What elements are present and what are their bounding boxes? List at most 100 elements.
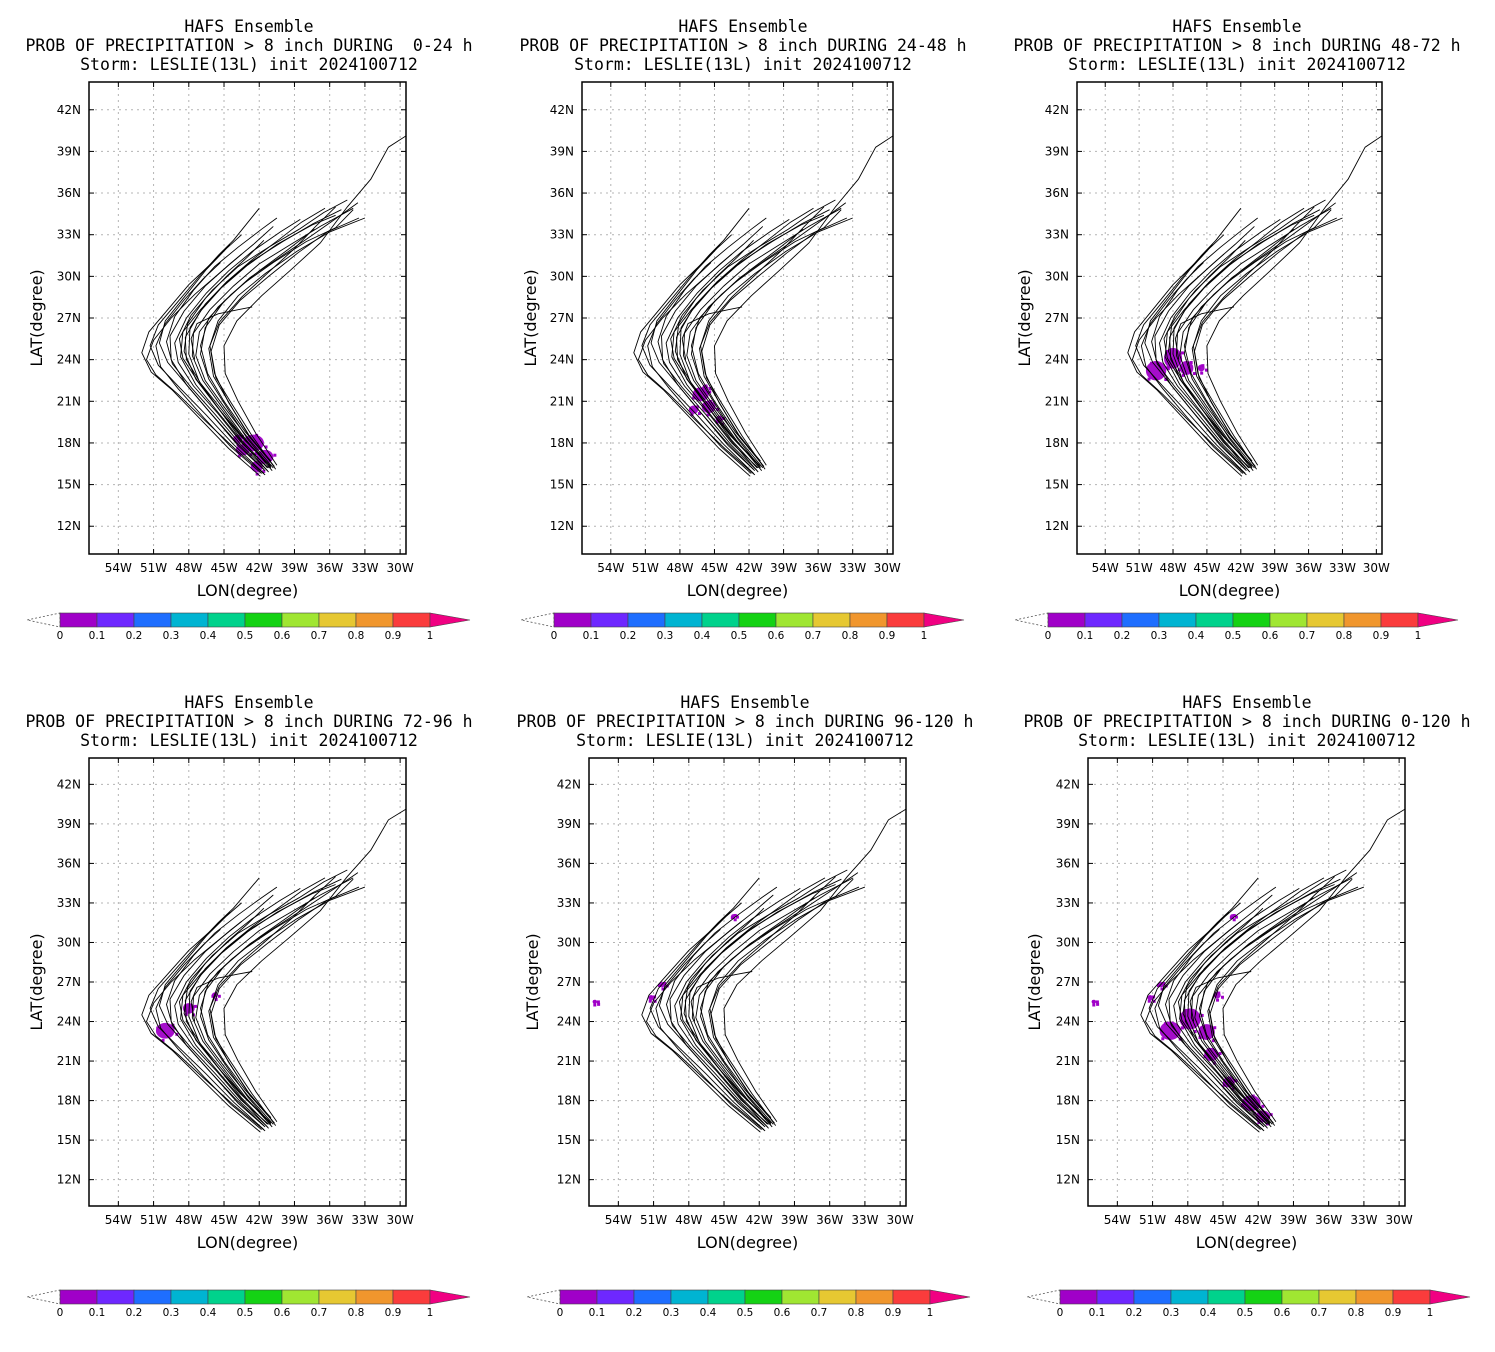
colorbar-label: 0 [551, 630, 558, 642]
panel-24-48h: HAFS Ensemble PROB OF PRECIPITATION > 8 i… [494, 0, 992, 676]
colorbar-segment [170, 612, 209, 628]
y-axis-label: LAT(degree) [27, 269, 46, 366]
prob-speck [665, 984, 669, 988]
track-line [1189, 971, 1252, 1022]
colorbar: 0 0.1 0.2 0.3 0.4 0.5 0.6 0.7 0.8 0.9 1 [26, 612, 471, 642]
x-axis-label: LON(degree) [197, 1233, 298, 1252]
panel-title3: Storm: LESLIE(13L) init 2024100712 [80, 731, 418, 750]
colorbar-label: 0.1 [89, 1307, 106, 1319]
prob-speck [237, 454, 241, 458]
track-line [166, 217, 278, 472]
x-tick-label: 51W [1126, 561, 1153, 575]
prob-speck [1164, 984, 1168, 988]
panel-title3: Storm: LESLIE(13L) init 2024100712 [1068, 55, 1406, 74]
y-tick-label: 18N [557, 1094, 581, 1108]
track-line [688, 877, 826, 1125]
panel-title1: HAFS Ensemble [184, 17, 314, 36]
colorbar-label: 0.1 [1089, 1307, 1106, 1319]
track-line [1174, 306, 1235, 360]
prob-speck [1240, 1103, 1244, 1107]
prob-blob [1179, 1008, 1201, 1030]
prob-speck [692, 396, 696, 400]
prob-speck [1193, 1029, 1197, 1033]
colorbar-label: 1 [1427, 1307, 1434, 1319]
x-tick-label: 36W [1295, 561, 1322, 575]
colorbar-segment [281, 612, 320, 628]
prob-speck [1183, 1009, 1187, 1013]
colorbar-label: 0.5 [1225, 630, 1242, 642]
track-lines [641, 808, 906, 1133]
colorbar-segment [207, 612, 246, 628]
colorbar-segment [1096, 1289, 1135, 1305]
prob-speck [1211, 1039, 1215, 1043]
track-line [1187, 877, 1325, 1125]
colorbar-label: 1 [927, 1307, 934, 1319]
prob-speck [1156, 984, 1160, 988]
colorbar-label: 0.8 [348, 1307, 365, 1319]
y-tick-label: 15N [1056, 1133, 1080, 1147]
x-tick-label: 39W [770, 561, 797, 575]
y-tick-label: 15N [57, 1133, 81, 1147]
track-line [200, 202, 359, 469]
colorbar-segment [59, 612, 98, 628]
prob-speck [1092, 1000, 1096, 1004]
prob-speck [171, 1023, 175, 1027]
prob-speck [193, 1004, 197, 1008]
prob-speck [716, 407, 720, 411]
track-line [190, 306, 253, 360]
y-tick-label: 12N [557, 1173, 581, 1187]
y-tick-label: 27N [1045, 311, 1069, 325]
y-tick-label: 24N [1045, 353, 1069, 367]
x-tick-label: 42W [1227, 561, 1254, 575]
prob-speck [702, 387, 706, 391]
y-tick-label: 18N [57, 436, 81, 450]
colorbar-label: 0.8 [1336, 630, 1353, 642]
colorbar-segment [1133, 1289, 1172, 1305]
colorbar-segment [281, 1289, 320, 1305]
map-plot: 12N 15N 18N 21N 24N 27N 30N 33N 36N 39N 42N 54W 51W 4… [1025, 757, 1471, 1319]
x-tick-label: 48W [175, 1213, 202, 1227]
x-tick-label: 45W [1193, 561, 1220, 575]
track-line [641, 208, 754, 474]
prob-speck [1180, 351, 1184, 355]
x-tick-label: 30W [887, 1213, 914, 1227]
track-line [1183, 228, 1295, 462]
colorbar-label: 0 [57, 1307, 64, 1319]
track-line [1140, 911, 1260, 1133]
prob-speck [1181, 1026, 1185, 1030]
prob-speck [1189, 361, 1193, 365]
track-line [1151, 217, 1258, 472]
grid [89, 82, 406, 554]
prob-speck [1204, 368, 1208, 372]
y-tick-label: 36N [1056, 856, 1080, 870]
panel-title1: HAFS Ensemble [184, 693, 314, 712]
x-tick-label: 39W [781, 1213, 808, 1227]
y-tick-label: 39N [1056, 817, 1080, 831]
x-tick-label: 42W [735, 561, 762, 575]
panel-title2: PROB OF PRECIPITATION > 8 inch DURING 24… [519, 36, 967, 55]
grid [89, 758, 406, 1206]
colorbar-segment [775, 612, 814, 628]
colorbar-over-arrow [429, 612, 471, 628]
colorbar-label: 0.2 [126, 1307, 143, 1319]
y-tick-label: 27N [557, 975, 581, 989]
colorbar-segment [1195, 612, 1234, 628]
prob-speck [695, 405, 699, 409]
colorbar-label: 0.3 [663, 1307, 680, 1319]
colorbar-label: 0.2 [626, 1307, 643, 1319]
track-line [210, 886, 360, 1126]
prob-speck [661, 987, 665, 991]
panel-title1: HAFS Ensemble [1172, 17, 1302, 36]
y-tick-label: 39N [57, 144, 81, 158]
prob-blob [1159, 1021, 1181, 1040]
colorbar-label: 0.3 [1151, 630, 1168, 642]
prob-speck [1166, 350, 1170, 354]
colorbar-label: 0.1 [89, 630, 106, 642]
x-tick-label: 33W [851, 1213, 878, 1227]
colorbar-segment [133, 612, 172, 628]
colorbar-label: 0.6 [274, 1307, 291, 1319]
x-tick-label: 51W [640, 1213, 667, 1227]
track-line [690, 971, 753, 1022]
panel-title1: HAFS Ensemble [680, 693, 810, 712]
map-plot: 12N 15N 18N 21N 24N 27N 30N 33N 36N 39N 42N 54W 51W 4… [26, 81, 471, 642]
